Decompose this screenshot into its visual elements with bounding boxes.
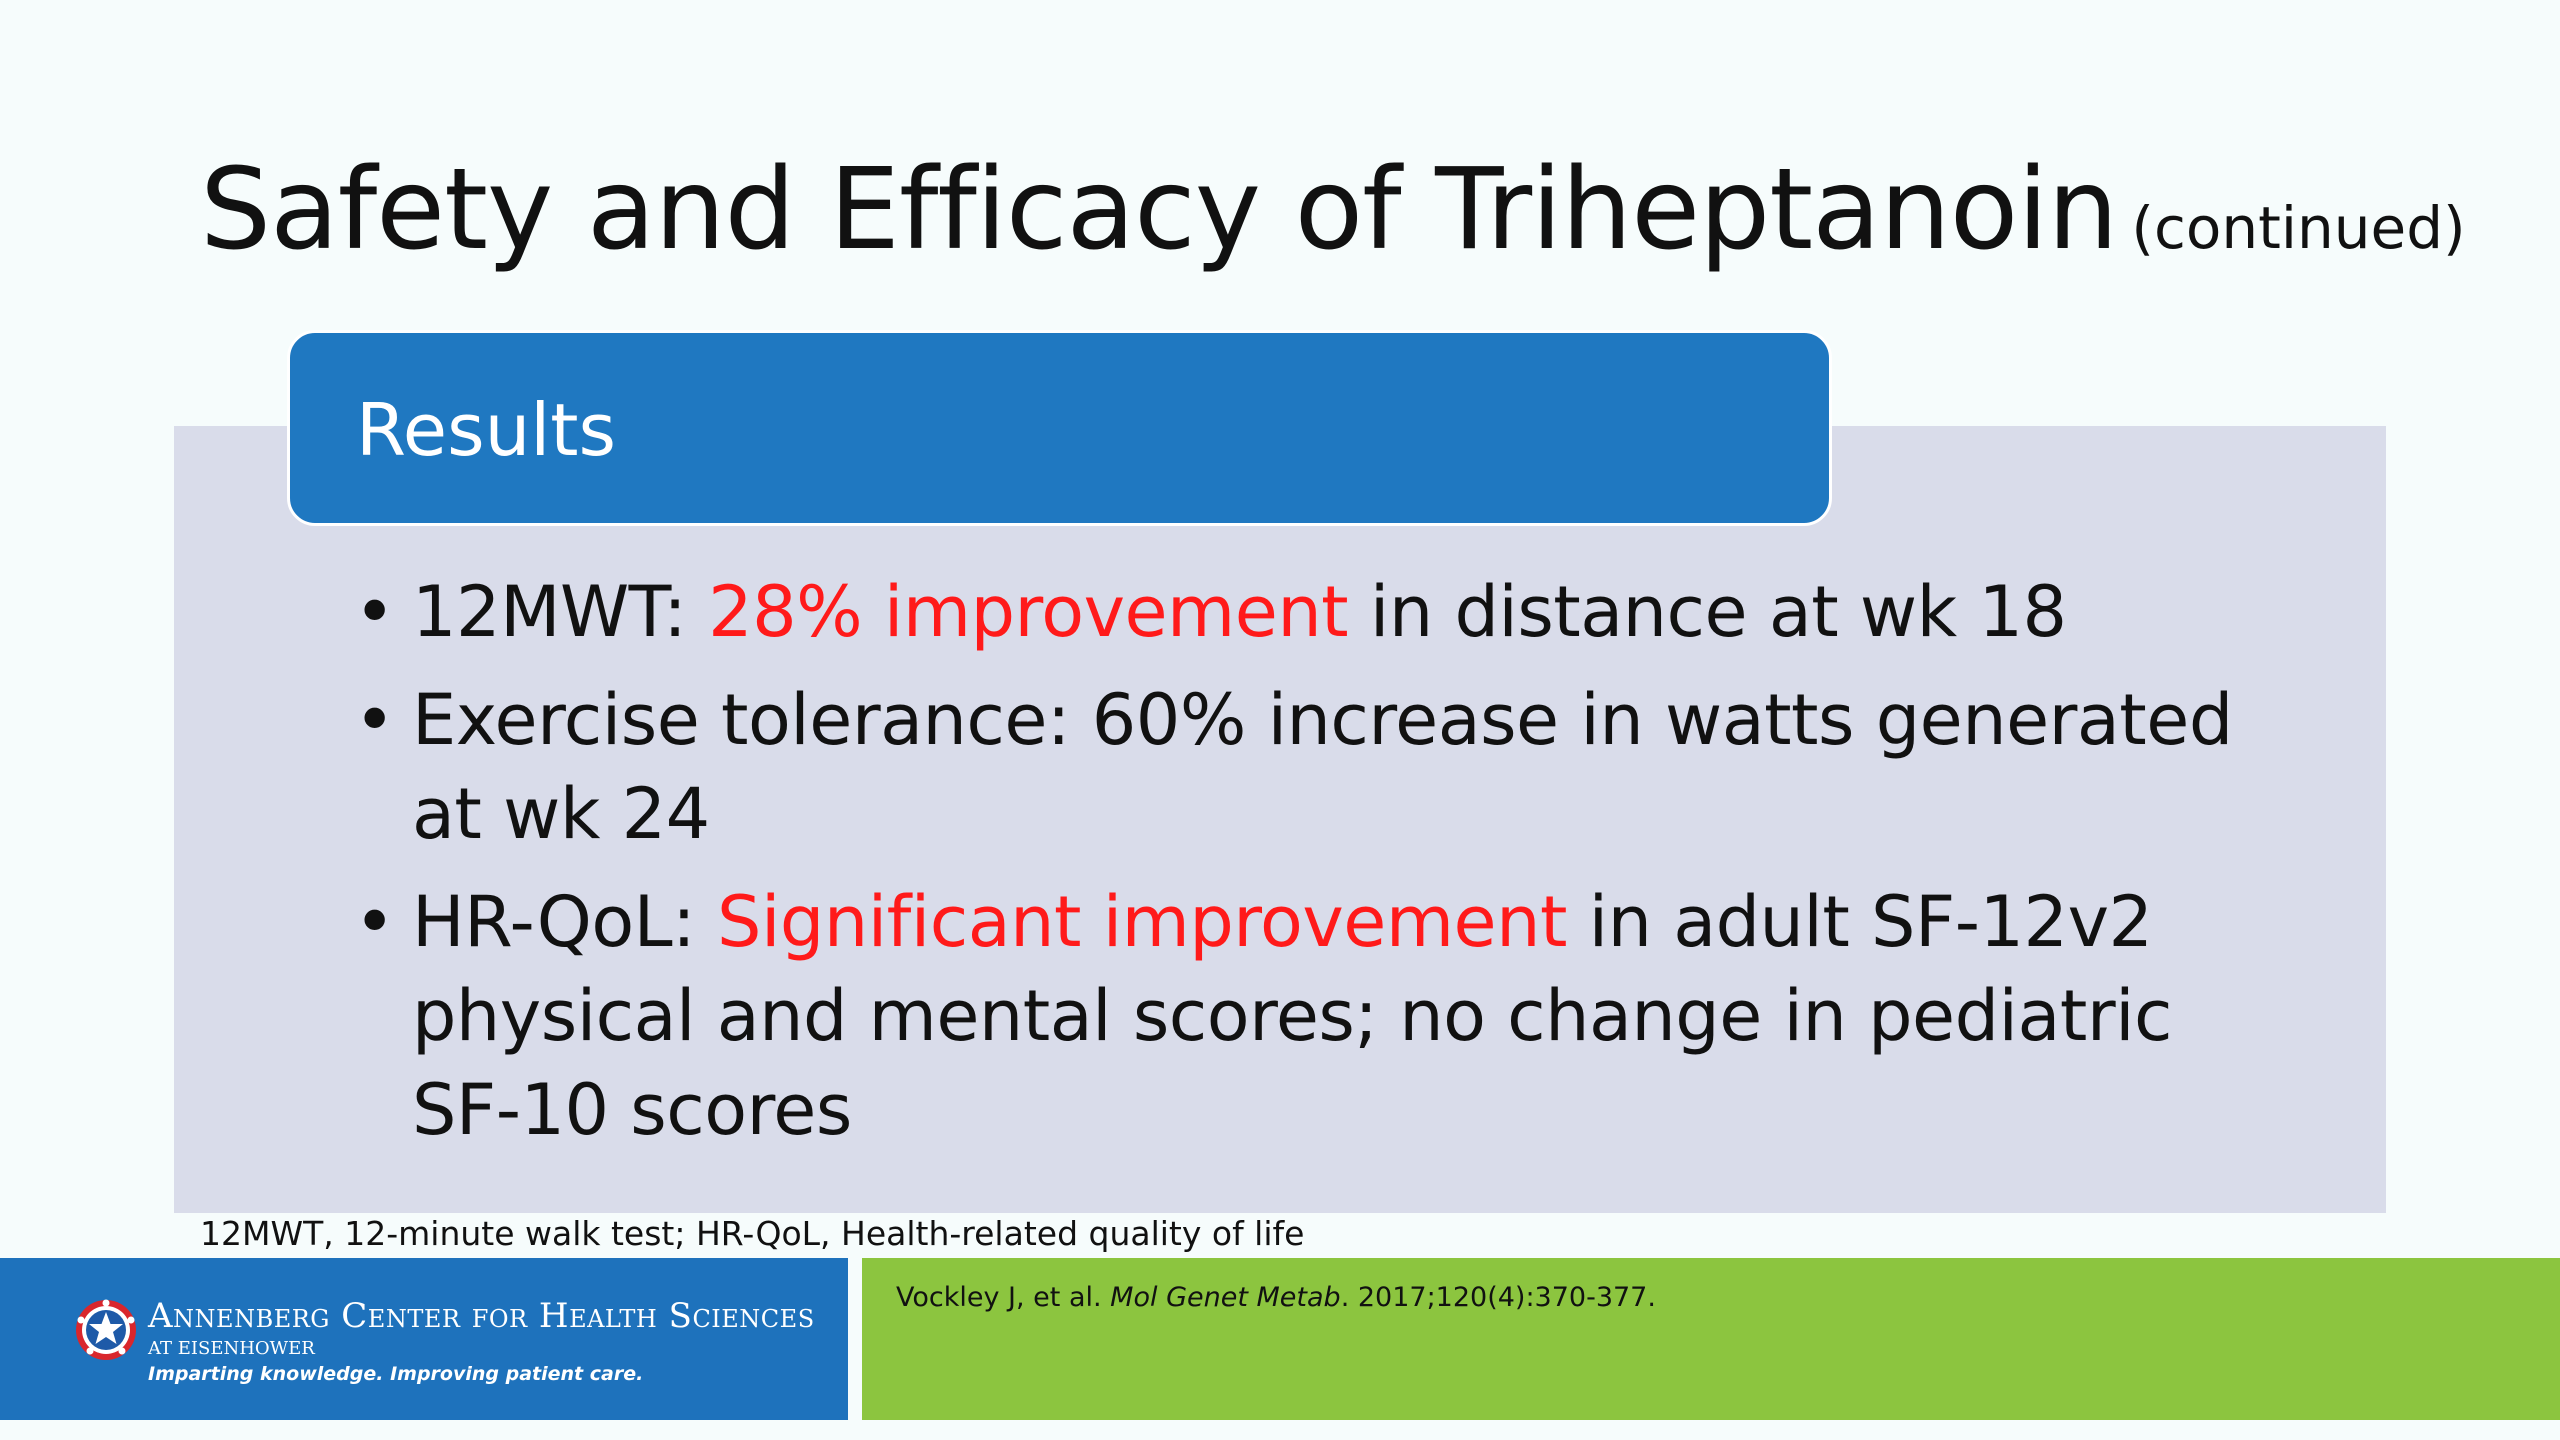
- bullet-item-hrqol: • HR-QoL: Significant improvement in adul…: [350, 875, 2270, 1157]
- bullet-text: Exercise tolerance: 60% increase in watt…: [412, 679, 2233, 855]
- org-subtitle: at Eisenhower: [148, 1338, 315, 1359]
- citation: Vockley J, et al. Mol Genet Metab. 2017;…: [896, 1280, 1656, 1316]
- star-logo-icon: [76, 1299, 136, 1360]
- abbreviations-footnote: 12MWT, 12-minute walk test; HR-QoL, Heal…: [200, 1214, 1305, 1253]
- citation-journal: Mol Genet Metab: [1110, 1282, 1341, 1313]
- results-header-label: Results: [356, 388, 616, 472]
- bullet-text: in distance at wk 18: [1348, 571, 2067, 653]
- footer-citation-band: Vockley J, et al. Mol Genet Metab. 2017;…: [862, 1258, 2560, 1420]
- footer-logo-band: Annenberg Center for Health Sciences at …: [0, 1258, 848, 1420]
- results-bullet-list: • 12MWT: 28% improvement in distance at w…: [350, 565, 2270, 1171]
- results-panel: [174, 426, 2386, 1213]
- bullet-highlight: 28% improvement: [708, 571, 1349, 653]
- bullet-dot: •: [354, 679, 395, 761]
- org-name: Annenberg Center for Health Sciences: [148, 1296, 815, 1336]
- bullet-item-12mwt: • 12MWT: 28% improvement in distance at w…: [350, 565, 2270, 659]
- bullet-highlight: Significant improvement: [717, 881, 1567, 963]
- org-tagline: Imparting knowledge. Improving patient c…: [148, 1363, 644, 1385]
- bullet-dot: •: [354, 881, 395, 963]
- bullet-text: in adult SF-12v2 physical and mental sco…: [412, 881, 2173, 1151]
- bullet-text: 12MWT:: [412, 571, 709, 653]
- slide-title-suffix: (continued): [2131, 194, 2466, 262]
- citation-details: . 2017;120(4):370-377.: [1340, 1282, 1656, 1313]
- slide-title-main: Safety and Efficacy of Triheptanoin: [200, 145, 2118, 275]
- slide-title: Safety and Efficacy of Triheptanoin (cont…: [200, 140, 2466, 298]
- citation-authors: Vockley J, et al.: [896, 1282, 1111, 1313]
- results-header: Results: [287, 330, 1832, 526]
- bullet-text: HR-QoL:: [412, 881, 718, 963]
- bullet-item-exercise: • Exercise tolerance: 60% increase in wat…: [350, 673, 2270, 861]
- bullet-dot: •: [354, 571, 395, 653]
